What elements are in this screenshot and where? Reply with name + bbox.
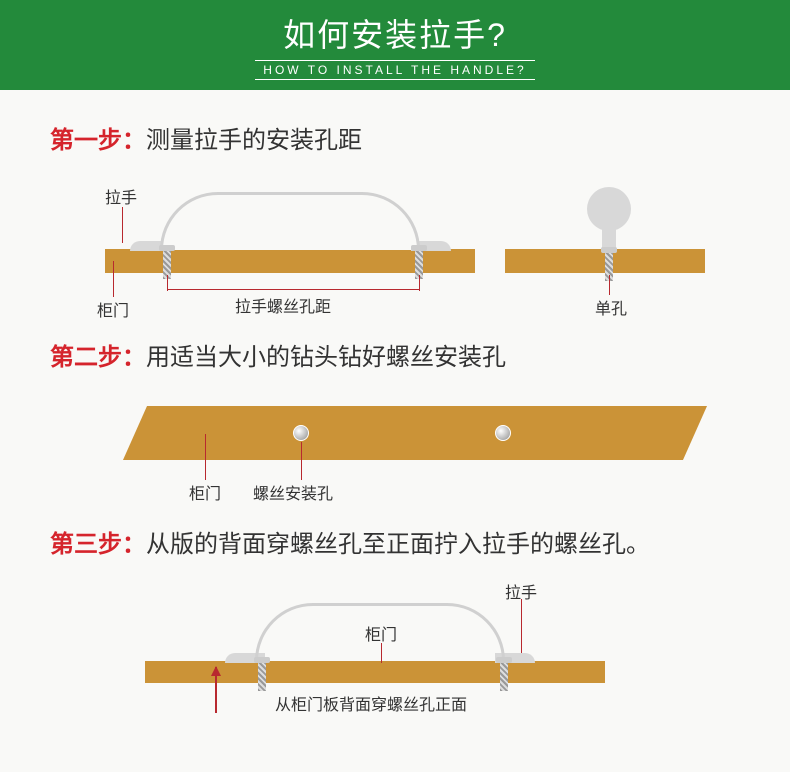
- leader-line: [113, 261, 114, 297]
- page-title: 如何安装拉手?: [283, 10, 507, 56]
- label-single-hole: 单孔: [595, 295, 627, 319]
- step-3: 第三步：从版的背面穿螺丝孔至正面拧入拉手的螺丝孔。 拉手 柜门 从柜门板背面穿螺…: [50, 524, 740, 728]
- leader-line: [381, 643, 382, 663]
- label-handle: 拉手: [105, 184, 137, 208]
- dim-tick: [419, 275, 420, 291]
- leader-line: [301, 442, 302, 480]
- step-2-text: 第二步：用适当大小的钻头钻好螺丝安装孔: [50, 337, 740, 372]
- step-3-desc: 从版的背面穿螺丝孔至正面拧入拉手的螺丝孔。: [146, 531, 650, 558]
- label-door: 柜门: [97, 297, 129, 321]
- board-skewed: [123, 406, 707, 460]
- leader-line: [122, 207, 123, 243]
- label-back-insert: 从柜门板背面穿螺丝孔正面: [275, 691, 467, 715]
- dim-line: [167, 289, 419, 290]
- page-subtitle: HOW TO INSTALL THE HANDLE?: [255, 60, 534, 80]
- diagram-step-3: 拉手 柜门 从柜门板背面穿螺丝孔正面: [75, 573, 715, 728]
- screw-icon: [500, 661, 508, 691]
- label-door: 柜门: [365, 621, 397, 645]
- step-1-label: 第一步：: [50, 127, 146, 154]
- step-2: 第二步：用适当大小的钻头钻好螺丝安装孔 柜门 螺丝安装孔: [50, 337, 740, 506]
- label-screw-hole: 螺丝安装孔: [253, 480, 333, 504]
- step-3-text: 第三步：从版的背面穿螺丝孔至正面拧入拉手的螺丝孔。: [50, 524, 740, 559]
- step-1-text: 第一步：测量拉手的安装孔距: [50, 120, 740, 155]
- diagram-step-1: 拉手 柜门 拉手螺丝孔距 单孔: [75, 169, 715, 319]
- content-area: 第一步：测量拉手的安装孔距 拉手 柜门 拉手螺丝孔距 单孔: [0, 90, 790, 728]
- step-1: 第一步：测量拉手的安装孔距 拉手 柜门 拉手螺丝孔距 单孔: [50, 120, 740, 319]
- label-door: 柜门: [189, 480, 221, 504]
- step-2-desc: 用适当大小的钻头钻好螺丝安装孔: [146, 344, 506, 371]
- hole-icon: [495, 425, 511, 441]
- leader-line: [609, 275, 610, 295]
- leader-line: [205, 434, 206, 480]
- label-distance: 拉手螺丝孔距: [235, 293, 331, 317]
- hole-icon: [293, 425, 309, 441]
- leader-line: [521, 599, 522, 653]
- step-3-label: 第三步：: [50, 531, 146, 558]
- diagram-step-2: 柜门 螺丝安装孔: [75, 386, 715, 506]
- step-1-desc: 测量拉手的安装孔距: [146, 127, 362, 154]
- header-banner: 如何安装拉手? HOW TO INSTALL THE HANDLE?: [0, 0, 790, 90]
- screw-icon: [258, 661, 266, 691]
- knob-ball: [587, 187, 631, 231]
- step-2-label: 第二步：: [50, 344, 146, 371]
- arrow-up-icon: [215, 667, 217, 713]
- handle-arch: [160, 192, 420, 250]
